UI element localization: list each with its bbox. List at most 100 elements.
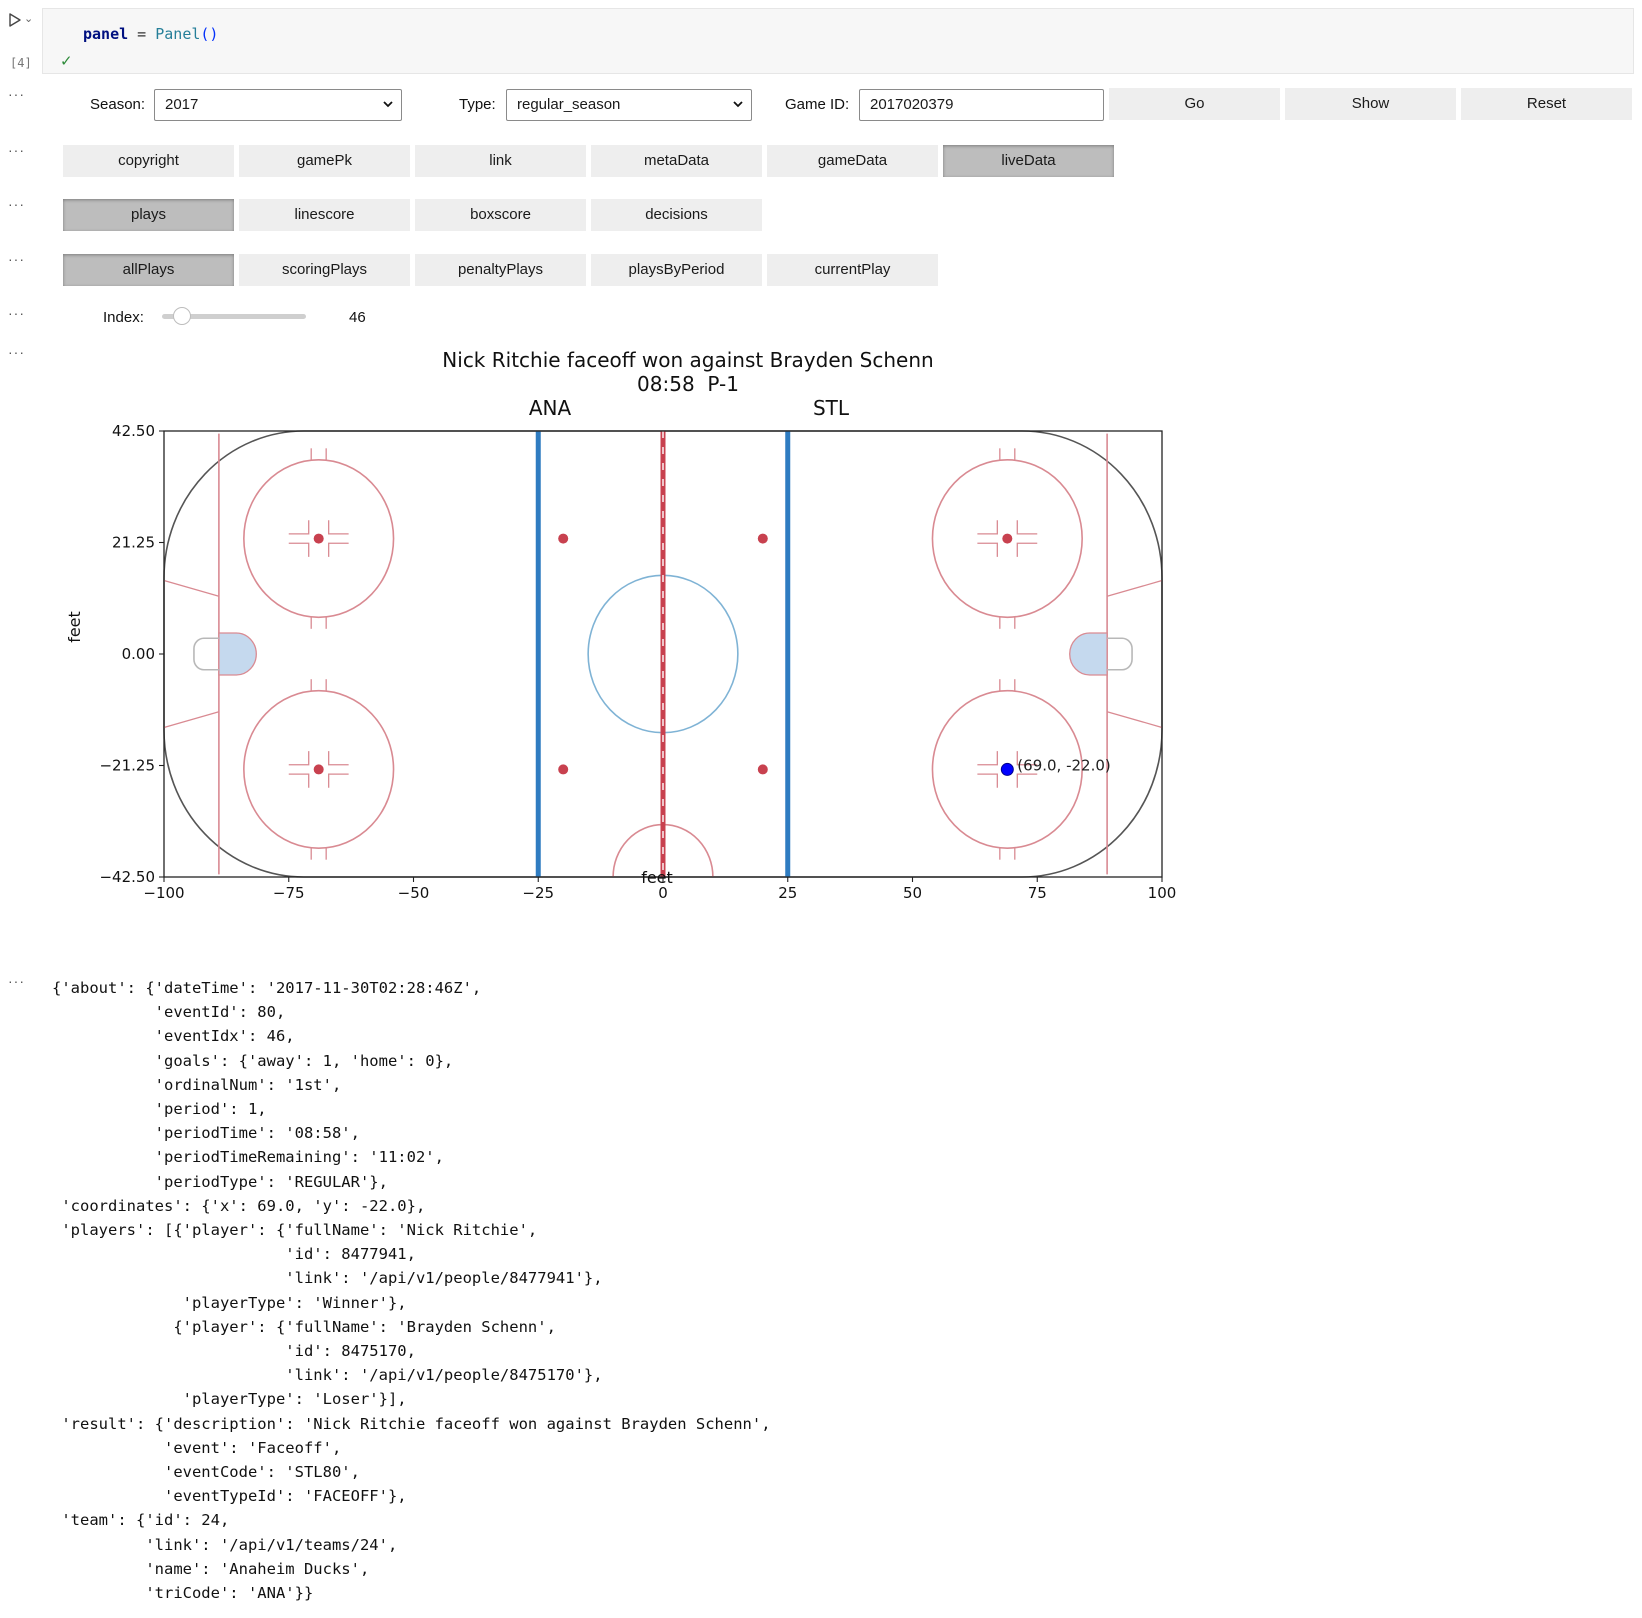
- x-tick-label: 100: [1148, 884, 1177, 902]
- event-point-label: (69.0, -22.0): [1017, 756, 1110, 774]
- type-label: Type:: [459, 96, 496, 113]
- toggle-decisions[interactable]: decisions: [591, 199, 762, 231]
- y-tick-label: 21.25: [112, 534, 155, 552]
- toggle-plays[interactable]: plays: [63, 199, 234, 231]
- faceoff-marker: [288, 751, 310, 766]
- faceoff-marker: [288, 542, 310, 557]
- neutral-faceoff-dot: [558, 533, 569, 544]
- game-id-label: Game ID:: [785, 96, 850, 113]
- output-collapse-icon[interactable]: ···: [8, 973, 25, 989]
- toggle-gamedata[interactable]: gameData: [767, 145, 938, 177]
- game-id-input[interactable]: 2017020379: [859, 89, 1104, 121]
- plot-subtitle: 08:58 P-1: [637, 372, 739, 396]
- faceoff-circle: [243, 459, 395, 619]
- goal-net: [1107, 637, 1133, 671]
- faceoff-dot: [313, 533, 324, 544]
- toggle-metadata[interactable]: metaData: [591, 145, 762, 177]
- neutral-faceoff-dot: [558, 764, 569, 775]
- team-left-label: ANA: [529, 396, 572, 420]
- rink-plot: Nick Ritchie faceoff won against Brayden…: [65, 348, 1176, 902]
- toggle-penaltyplays[interactable]: penaltyPlays: [415, 254, 586, 286]
- code-editor[interactable]: panel = Panel(): [42, 8, 1634, 74]
- execution-count: [4]: [10, 56, 32, 70]
- faceoff-marker: [1016, 773, 1038, 788]
- output-collapse-icon[interactable]: ···: [8, 196, 25, 212]
- output-collapse-icon[interactable]: ···: [8, 142, 25, 158]
- season-select[interactable]: 2017: [154, 89, 402, 121]
- trapezoid-line: [163, 579, 220, 597]
- season-label: Season:: [90, 96, 146, 113]
- output-collapse-icon[interactable]: ···: [8, 251, 25, 267]
- toggle-allplays[interactable]: allPlays: [63, 254, 234, 286]
- toggle-livedata[interactable]: liveData: [943, 145, 1114, 177]
- toggle-playsbyperiod[interactable]: playsByPeriod: [591, 254, 762, 286]
- x-axis-label: feet: [641, 868, 673, 887]
- plot-title: Nick Ritchie faceoff won against Brayden…: [442, 348, 933, 372]
- chevron-down-icon: [733, 101, 743, 108]
- faceoff-marker: [328, 773, 349, 788]
- y-tick-label: 0.00: [122, 645, 155, 663]
- faceoff-dot: [1002, 533, 1013, 544]
- faceoff-marker: [328, 520, 349, 535]
- faceoff-marker: [977, 751, 998, 766]
- type-select[interactable]: regular_season: [506, 89, 752, 121]
- toggle-boxscore[interactable]: boxscore: [415, 199, 586, 231]
- toggle-scoringplays[interactable]: scoringPlays: [239, 254, 410, 286]
- x-tick-label: 25: [778, 884, 797, 902]
- y-tick-label: 42.50: [112, 422, 155, 440]
- x-tick-label: −50: [398, 884, 430, 902]
- event-point: [1000, 762, 1014, 776]
- faceoff-marker: [977, 520, 998, 535]
- trapezoid-line: [163, 711, 220, 729]
- faceoff-marker: [977, 773, 998, 788]
- faceoff-circle: [243, 689, 395, 849]
- index-slider-track[interactable]: [162, 314, 306, 319]
- code-cell: ⌄ panel = Panel() [4] ✓: [0, 0, 1642, 78]
- chevron-down-icon[interactable]: ⌄: [24, 13, 34, 25]
- toggle-linescore[interactable]: linescore: [239, 199, 410, 231]
- x-tick-label: −25: [522, 884, 554, 902]
- x-tick-label: 75: [1028, 884, 1047, 902]
- index-value: 46: [349, 309, 366, 326]
- y-tick-label: −42.50: [99, 868, 155, 886]
- toggle-copyright[interactable]: copyright: [63, 145, 234, 177]
- code-parens: (): [200, 25, 219, 43]
- plot-axes: −100 −75 −50 −25 0 25 50 75 100 42.50 21.25 0.00 −21…: [99, 422, 1176, 902]
- rink-markings: [163, 430, 1163, 878]
- faceoff-marker: [328, 542, 349, 557]
- show-button[interactable]: Show: [1285, 88, 1456, 120]
- index-slider-handle[interactable]: [173, 307, 191, 325]
- output-collapse-icon[interactable]: ···: [8, 305, 25, 321]
- faceoff-marker: [1016, 751, 1038, 766]
- toggle-currentplay[interactable]: currentPlay: [767, 254, 938, 286]
- faceoff-marker: [288, 520, 310, 535]
- faceoff-marker: [328, 751, 349, 766]
- output-collapse-icon[interactable]: ···: [8, 86, 25, 102]
- x-tick-label: −75: [273, 884, 305, 902]
- x-tick-label: −100: [143, 884, 184, 902]
- run-cell-icon[interactable]: [8, 12, 22, 28]
- check-icon: ✓: [60, 53, 73, 70]
- y-axis-label: feet: [65, 611, 84, 643]
- code-class: Panel: [155, 25, 201, 43]
- reset-button[interactable]: Reset: [1461, 88, 1632, 120]
- go-button[interactable]: Go: [1109, 88, 1280, 120]
- code-line: panel = Panel(): [83, 25, 218, 43]
- x-tick-label: 50: [903, 884, 922, 902]
- toggle-gamepk[interactable]: gamePk: [239, 145, 410, 177]
- goal-crease: [218, 632, 257, 676]
- faceoff-marker: [1016, 542, 1038, 557]
- toggle-link[interactable]: link: [415, 145, 586, 177]
- faceoff-dot: [313, 764, 324, 775]
- index-label: Index:: [103, 309, 144, 326]
- neutral-faceoff-dot: [757, 764, 768, 775]
- goal-crease: [1069, 632, 1108, 676]
- goal-net: [193, 637, 219, 671]
- faceoff-circle: [931, 689, 1083, 849]
- output-collapse-icon[interactable]: ···: [8, 344, 25, 360]
- y-tick-label: −21.25: [99, 757, 155, 775]
- faceoff-circle: [931, 459, 1083, 619]
- code-variable: panel: [83, 25, 129, 43]
- plot-points: (69.0, -22.0): [1000, 756, 1111, 776]
- code-operator: =: [128, 25, 156, 43]
